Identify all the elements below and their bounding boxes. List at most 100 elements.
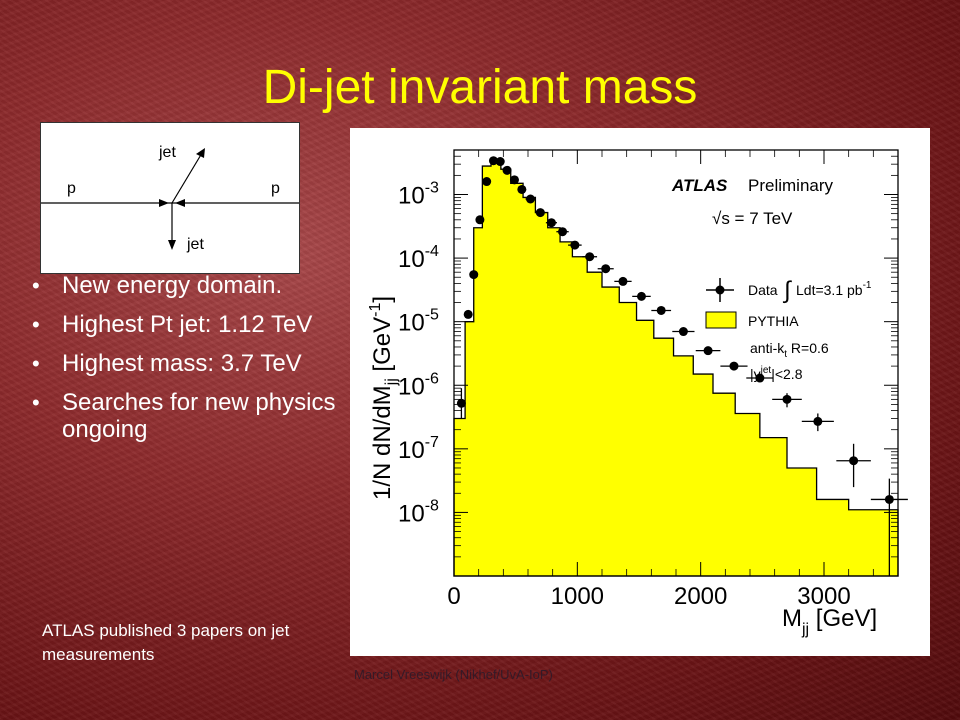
- data-point: [618, 276, 628, 286]
- data-point-group: [456, 388, 466, 419]
- x-axis-label: Mjj [GeV]: [782, 605, 877, 638]
- data-point-group: [525, 194, 536, 204]
- data-point-group: [651, 305, 672, 315]
- y-tick-label: 10-6: [398, 370, 439, 400]
- data-point: [703, 346, 713, 356]
- atlas-label: ATLAS: [671, 176, 728, 195]
- bullet-text: Highest mass: 3.7 TeV: [62, 350, 302, 377]
- data-point-group: [836, 443, 871, 488]
- data-point-group: [720, 361, 748, 371]
- bullet-item: • Highest mass: 3.7 TeV: [28, 350, 348, 377]
- data-point: [678, 327, 688, 337]
- data-point-group: [582, 252, 598, 262]
- data-point: [636, 291, 646, 301]
- legend-pythia-label: PYTHIA: [748, 313, 799, 329]
- data-point: [782, 394, 792, 404]
- bullet-item: • Searches for new physics ongoing: [28, 389, 348, 443]
- y-tick-label: 10-8: [398, 497, 439, 527]
- data-point: [558, 227, 568, 237]
- data-point-group: [545, 218, 557, 228]
- legend-data-marker: [715, 285, 725, 295]
- y-axis-label: 1/N dN/dMjj [GeV-1]: [367, 296, 400, 500]
- bullet-text: Searches for new physics ongoing: [62, 389, 336, 443]
- bullet-text: Highest Pt jet: 1.12 TeV: [62, 311, 313, 338]
- x-tick-label: 3000: [797, 583, 850, 610]
- data-point-group: [535, 208, 546, 218]
- rapidity-label: |yjet|<2.8: [750, 365, 803, 382]
- data-point-group: [509, 175, 519, 185]
- data-point-group: [517, 184, 527, 194]
- data-point: [482, 177, 492, 187]
- data-point-group: [568, 240, 582, 250]
- label-p-left: p: [67, 180, 76, 197]
- legend-lumi-label: Ldt=3.1 pb-1: [796, 280, 872, 298]
- plot-area: 10-3 10-4 10-5 10-6 10-7 10-8 0 1000 2000 3000: [398, 149, 908, 610]
- data-point: [570, 240, 580, 250]
- data-point: [509, 175, 519, 185]
- data-point: [525, 194, 535, 204]
- x-tick-label: 0: [447, 583, 460, 610]
- bullet-text: New energy domain.: [62, 272, 283, 299]
- proton-arrow-left: [159, 199, 169, 207]
- jet-arrow-top: [196, 148, 205, 158]
- data-point: [546, 218, 556, 228]
- label-jet-bottom: jet: [186, 236, 204, 253]
- data-point: [488, 156, 498, 166]
- bullet-dot-icon: •: [32, 273, 40, 298]
- data-point-group: [495, 157, 505, 167]
- data-point: [585, 252, 595, 262]
- data-point: [601, 264, 611, 274]
- y-tick-label: 10-7: [398, 434, 439, 464]
- bullet-item: • New energy domain.: [28, 272, 348, 299]
- data-point-group: [556, 227, 569, 237]
- data-point: [849, 456, 859, 466]
- pythia-histogram: [453, 158, 899, 577]
- data-point-group: [772, 393, 802, 408]
- legend: Data ∫ Ldt=3.1 pb-1 PYTHIA: [705, 277, 872, 329]
- x-tick-label: 2000: [674, 583, 727, 610]
- data-point-group: [469, 270, 479, 280]
- label-p-right: p: [271, 180, 280, 197]
- jet-arrow-bottom: [168, 240, 176, 250]
- y-tick-label: 10-5: [398, 307, 439, 337]
- bullet-dot-icon: •: [32, 312, 40, 337]
- data-point: [517, 184, 527, 194]
- data-point: [495, 157, 505, 167]
- dijet-mass-chart: 1/N dN/dMjj [GeV-1] Mjj [GeV] ATLAS Prel…: [350, 128, 930, 656]
- data-point-group: [870, 478, 908, 576]
- bullet-list: • New energy domain. • Highest Pt jet: 1.1…: [28, 272, 348, 455]
- data-point-group: [597, 264, 614, 274]
- data-point: [502, 165, 512, 175]
- algorithm-label: anti-kt R=0.6: [750, 340, 829, 360]
- papers-note: ATLAS published 3 papers on jet measurem…: [42, 621, 290, 664]
- data-point-group: [482, 177, 492, 187]
- data-point: [656, 305, 666, 315]
- proton-arrow-right: [175, 199, 185, 207]
- energy-label: √s = 7 TeV: [712, 209, 793, 228]
- data-point-group: [746, 373, 774, 383]
- footer-author: Marcel Vreeswijk (Nikhef/UvA-IoP): [354, 667, 553, 682]
- label-jet-top: jet: [158, 144, 176, 161]
- preliminary-label: Preliminary: [748, 176, 834, 195]
- y-tick-label: 10-4: [398, 243, 439, 273]
- y-tick-label: 10-3: [398, 180, 439, 210]
- data-point: [535, 208, 545, 218]
- data-point: [475, 215, 485, 225]
- data-point: [884, 494, 894, 504]
- data-point: [463, 309, 473, 319]
- x-tick-label: 1000: [551, 583, 604, 610]
- legend-pythia-swatch: [705, 311, 737, 329]
- data-point: [729, 361, 739, 371]
- data-point-group: [475, 215, 485, 225]
- bullet-dot-icon: •: [32, 390, 40, 415]
- data-point-group: [695, 346, 721, 356]
- data-point: [469, 270, 479, 280]
- data-point-group: [463, 309, 473, 319]
- data-point-group: [632, 291, 651, 301]
- bullet-item: • Highest Pt jet: 1.12 TeV: [28, 311, 348, 338]
- integral-symbol: ∫: [782, 277, 792, 304]
- data-point-group: [801, 413, 834, 432]
- slide-title: Di-jet invariant mass: [262, 61, 698, 114]
- data-point: [755, 373, 765, 383]
- data-point: [813, 416, 823, 426]
